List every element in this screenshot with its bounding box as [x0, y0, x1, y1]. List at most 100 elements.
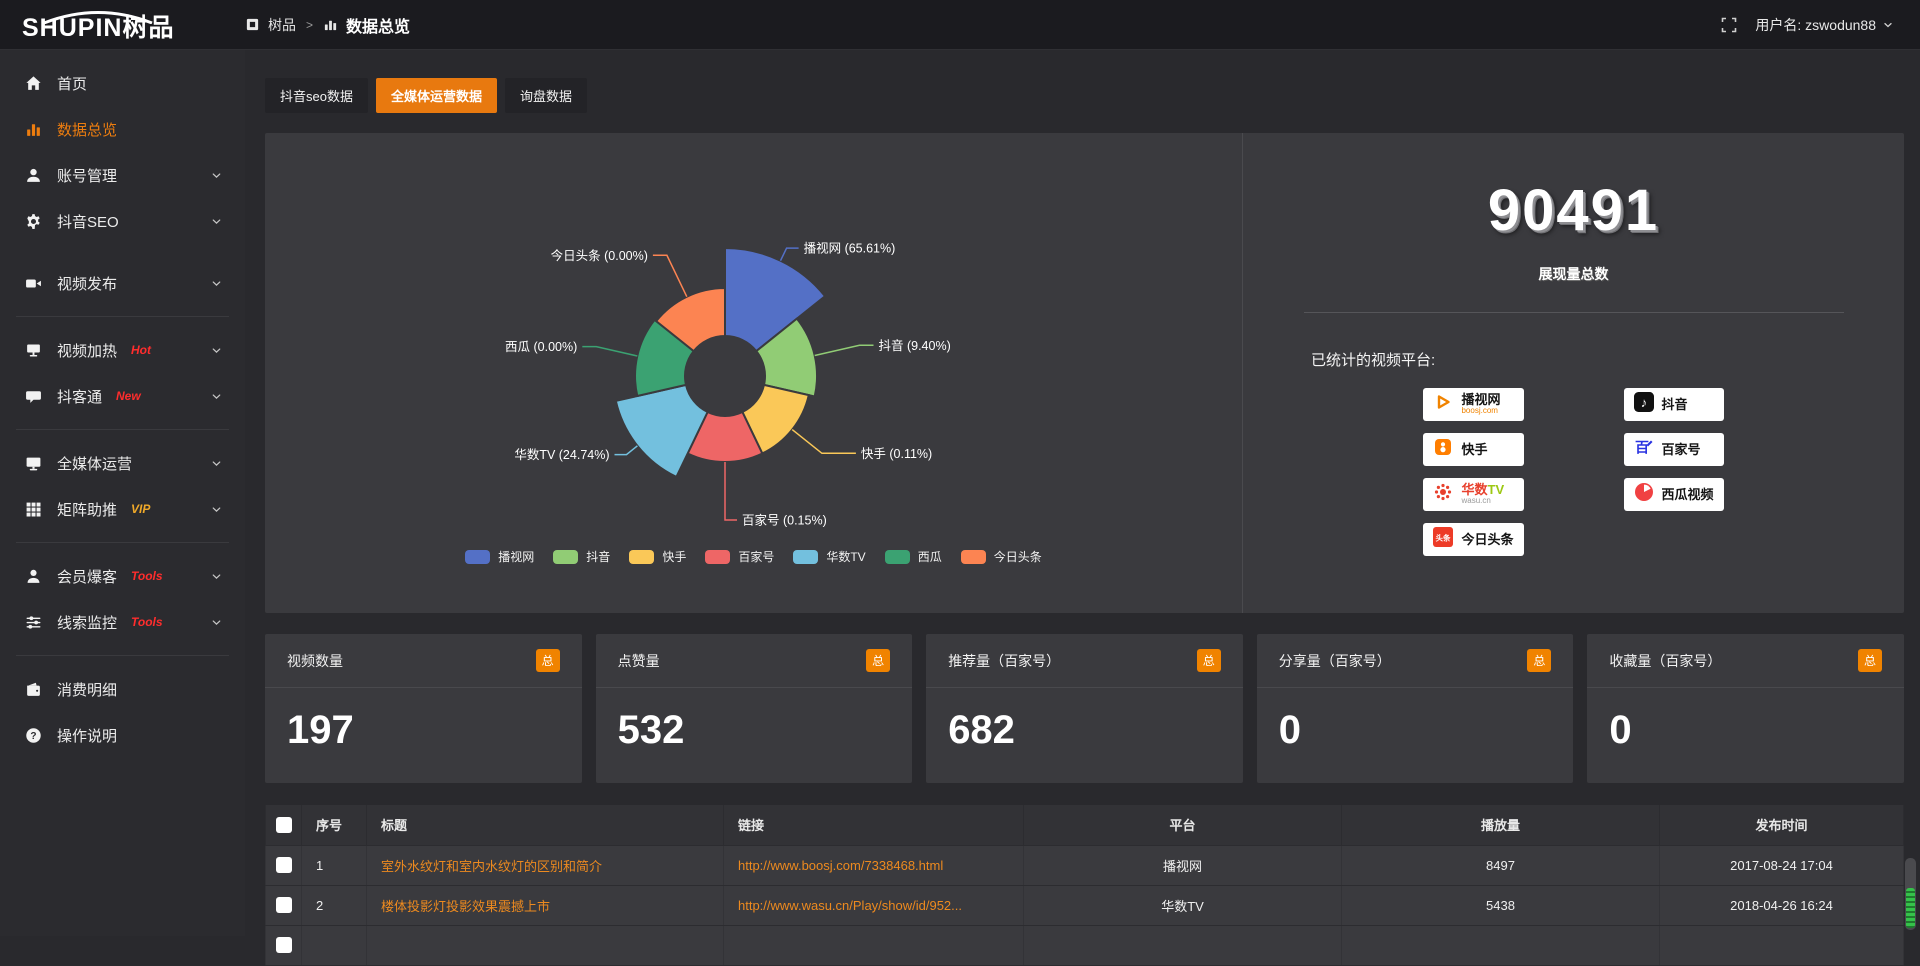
- svg-text:头条: 头条: [1436, 533, 1452, 543]
- total-impressions-label: 展现量总数: [1243, 264, 1904, 284]
- total-badge[interactable]: 总: [536, 649, 560, 672]
- chevron-down-icon: [210, 215, 223, 228]
- row-title-link[interactable]: 室外水纹灯和室内水纹灯的区别和简介: [381, 859, 602, 874]
- tab-douyin-seo-data[interactable]: 抖音seo数据: [265, 78, 368, 113]
- legend-label: 抖音: [586, 548, 610, 565]
- sidebar-divider: [16, 429, 229, 430]
- sidebar-item-badge: Tools: [131, 615, 163, 629]
- chevron-down-icon: [210, 390, 223, 403]
- chevron-down-icon: [210, 169, 223, 182]
- platform-badge-抖音: ♪抖音: [1624, 388, 1724, 421]
- video-camera-icon: [24, 275, 42, 292]
- row-url-link[interactable]: http://www.wasu.cn/Play/show/id/952...: [738, 898, 962, 913]
- sidebar-item-label: 线索监控: [57, 612, 117, 633]
- fullscreen-icon[interactable]: [1721, 17, 1737, 33]
- table-header-link: 链接: [724, 805, 1024, 845]
- legend-item-西瓜[interactable]: 西瓜: [885, 548, 942, 565]
- sidebar-item-douyin-seo[interactable]: 抖音SEO: [0, 198, 245, 244]
- platform-badge-百家号: 百百家号: [1624, 433, 1724, 466]
- breadcrumb-separator: >: [306, 18, 313, 32]
- platform-badge-西瓜视频: 西瓜视频: [1624, 478, 1724, 511]
- pie-label: 播视网 (65.61%): [804, 241, 896, 256]
- tab-omnimedia-operation-data[interactable]: 全媒体运营数据: [376, 78, 497, 113]
- scrollbar-green-indicator: [1906, 888, 1915, 928]
- svg-text:百: 百: [1635, 440, 1649, 456]
- sidebar-item-data-overview[interactable]: 数据总览: [0, 106, 245, 152]
- username-label: 用户名: zswodun88: [1755, 15, 1876, 35]
- sidebar-item-label: 操作说明: [57, 725, 117, 746]
- pie-label: 百家号 (0.15%): [742, 513, 827, 528]
- row-checkbox[interactable]: [276, 937, 292, 953]
- user-menu[interactable]: 用户名: zswodun88: [1755, 15, 1894, 35]
- platforms-title: 已统计的视频平台:: [1311, 349, 1904, 370]
- total-badge[interactable]: 总: [1197, 649, 1221, 672]
- douyin-logo: ♪: [1634, 392, 1654, 417]
- page-scrollbar-thumb[interactable]: [1905, 858, 1916, 930]
- legend-swatch: [465, 550, 490, 564]
- legend-item-快手[interactable]: 快手: [629, 548, 686, 565]
- total-badge[interactable]: 总: [1527, 649, 1551, 672]
- grid-icon: [24, 501, 42, 518]
- sidebar-item-lead-monitoring[interactable]: 线索监控 Tools: [0, 599, 245, 645]
- legend-item-百家号[interactable]: 百家号: [705, 548, 774, 565]
- pie-label-line: [615, 446, 638, 455]
- tab-inquiry-data[interactable]: 询盘数据: [505, 78, 587, 113]
- total-badge[interactable]: 总: [1858, 649, 1882, 672]
- sidebar-item-operation-guide[interactable]: ?操作说明: [0, 712, 245, 758]
- legend-item-播视网[interactable]: 播视网: [465, 548, 534, 565]
- logo-arc: [38, 10, 158, 24]
- platform-badge-快手: 快手: [1423, 433, 1523, 466]
- person-icon: [24, 568, 42, 585]
- stat-card-label: 分享量（百家号）: [1279, 651, 1391, 671]
- sidebar-item-label: 视频加热: [57, 340, 117, 361]
- sidebar-item-account-management[interactable]: 账号管理: [0, 152, 245, 198]
- stat-card-value: 0: [1257, 688, 1574, 753]
- row-plays: 5438: [1342, 885, 1660, 925]
- row-checkbox[interactable]: [276, 857, 292, 873]
- sidebar-item-consumption-details[interactable]: 消费明细: [0, 666, 245, 712]
- legend-swatch: [553, 550, 578, 564]
- bar-chart-icon: [24, 121, 42, 138]
- pie-label-line: [653, 255, 687, 296]
- rose-chart: 播视网 (65.61%)抖音 (9.40%)快手 (0.11%)百家号 (0.1…: [265, 133, 1242, 613]
- pie-label-line: [725, 462, 737, 520]
- legend-item-抖音[interactable]: 抖音: [553, 548, 610, 565]
- table-row-1: 1 室外水纹灯和室内水纹灯的区别和简介 http://www.boosj.com/7…: [266, 845, 1904, 885]
- row-title-link[interactable]: 楼体投影灯投影效果震撼上市: [381, 899, 550, 914]
- sidebar-item-label: 抖音SEO: [57, 211, 119, 232]
- breadcrumb-root[interactable]: 树品: [268, 15, 296, 35]
- platform-column: ♪抖音百百家号西瓜视频: [1624, 388, 1724, 556]
- total-badge[interactable]: 总: [866, 649, 890, 672]
- kuaishou-logo: [1433, 437, 1453, 462]
- sidebar-item-omnimedia-operation[interactable]: 全媒体运营: [0, 440, 245, 486]
- platform-name: 播视网: [1461, 393, 1500, 407]
- stat-card-3: 分享量（百家号） 总 0: [1257, 634, 1574, 783]
- sidebar-item-home[interactable]: 首页: [0, 60, 245, 106]
- chevron-down-icon: [210, 344, 223, 357]
- legend-item-华数TV[interactable]: 华数TV: [793, 548, 865, 565]
- pie-label: 华数TV (24.74%): [514, 447, 609, 462]
- stat-card-value: 532: [596, 688, 913, 753]
- row-checkbox[interactable]: [276, 897, 292, 913]
- row-url-link[interactable]: http://www.boosj.com/7338468.html: [738, 858, 943, 873]
- select-all-checkbox[interactable]: [276, 817, 292, 833]
- platform-badge-今日头条: 头条今日头条: [1423, 523, 1523, 556]
- legend-item-今日头条[interactable]: 今日头条: [961, 548, 1042, 565]
- user-icon: [24, 167, 42, 184]
- chevron-down-icon: [210, 277, 223, 290]
- sidebar-item-video-publish[interactable]: 视频发布: [0, 260, 245, 306]
- row-seq: 1: [302, 845, 367, 885]
- pie-label: 抖音 (9.40%): [879, 338, 951, 353]
- monitor-icon: [24, 455, 42, 472]
